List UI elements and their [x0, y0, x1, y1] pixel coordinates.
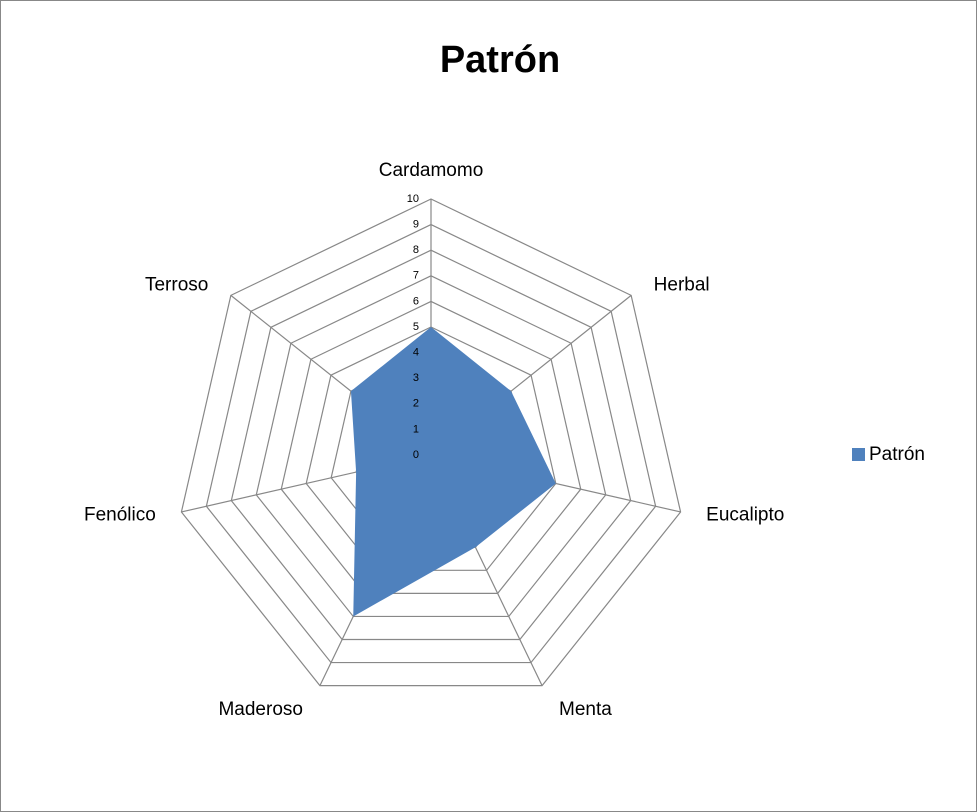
legend-swatch: [852, 448, 865, 461]
tick-label: 0: [413, 449, 419, 461]
category-label: Herbal: [654, 274, 710, 295]
tick-label: 10: [407, 193, 419, 205]
grid-ring: [205, 223, 657, 664]
tick-label: 1: [413, 423, 419, 435]
grid-ring: [180, 198, 682, 687]
tick-label: 8: [413, 244, 419, 256]
grid-ring: [255, 275, 607, 618]
chart-title: Patrón: [440, 39, 560, 81]
category-label: Maderoso: [218, 699, 303, 720]
tick-label: 2: [413, 398, 419, 410]
tick-label: 9: [413, 219, 419, 231]
data-area: [350, 327, 556, 617]
tick-label: 4: [413, 347, 419, 359]
category-label: Terroso: [145, 274, 208, 295]
category-label: Menta: [559, 699, 612, 720]
category-label: Cardamomo: [379, 160, 484, 181]
tick-label: 3: [413, 372, 419, 384]
grid-ring: [230, 249, 632, 641]
tick-label: 7: [413, 270, 419, 282]
tick-label: 5: [413, 321, 419, 333]
grid-ring: [280, 300, 582, 594]
legend-label: Patrón: [869, 444, 925, 465]
tick-label: 6: [413, 295, 419, 307]
category-label: Fenólico: [84, 505, 156, 526]
category-label: Eucalipto: [706, 505, 784, 526]
